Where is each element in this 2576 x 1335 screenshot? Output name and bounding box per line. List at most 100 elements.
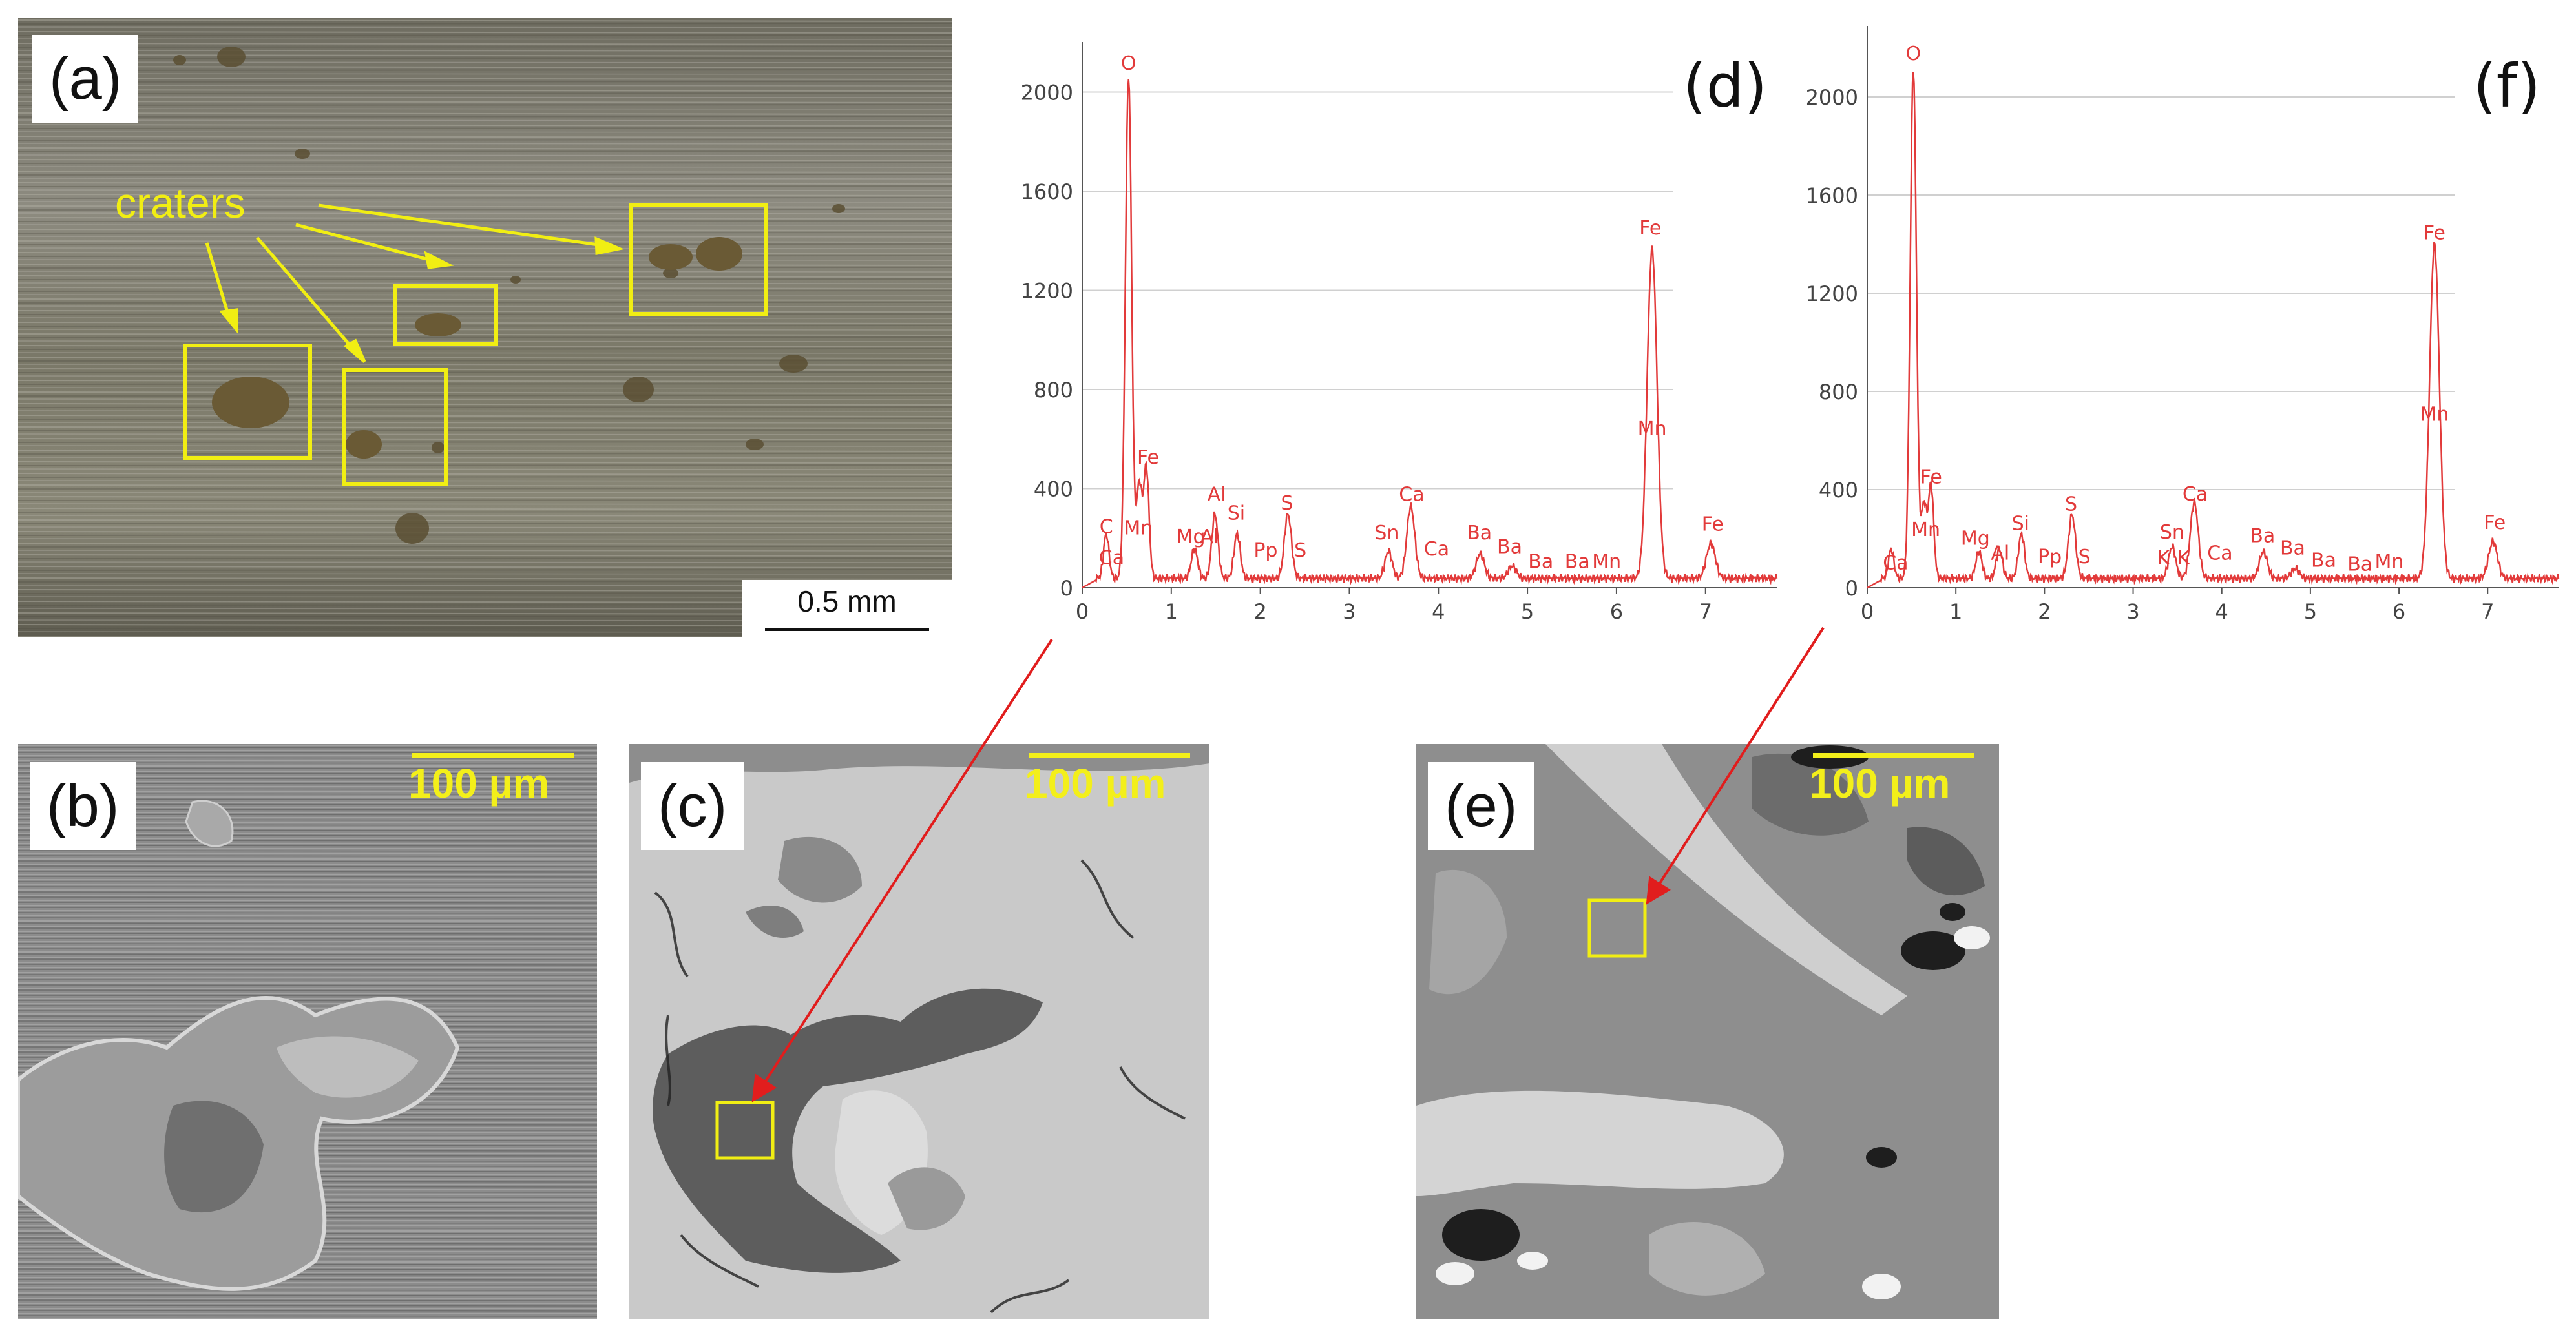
element-label-s: S xyxy=(2065,493,2077,515)
element-label-mn: Mn xyxy=(1638,418,1667,440)
element-label-mn: Mn xyxy=(2375,551,2404,574)
element-label-fe: Fe xyxy=(2424,222,2445,244)
x-tick-label: 0 xyxy=(1076,599,1089,624)
panel-e-sem-image: (e) 100 µm xyxy=(1416,744,1999,1319)
panel-b-scalebar-line xyxy=(412,753,574,758)
element-label-sn: Sn xyxy=(1374,522,1399,544)
x-tick-label: 5 xyxy=(1521,599,1534,624)
element-label-si: Si xyxy=(2012,513,2029,535)
element-label-mg: Mg xyxy=(1961,528,1990,550)
panel-label-d: (d) xyxy=(1683,52,1767,121)
x-tick-label: 7 xyxy=(1699,599,1712,624)
element-label-fe: Fe xyxy=(1639,217,1661,240)
y-tick-label: 1600 xyxy=(1806,183,1858,208)
y-tick-label: 2000 xyxy=(1806,85,1858,110)
element-label-fe: Fe xyxy=(1137,446,1159,469)
element-label-mn: Mn xyxy=(1592,550,1621,573)
element-label-pp: Pp xyxy=(1253,539,1277,562)
y-tick-label: 1200 xyxy=(1021,279,1073,304)
y-tick-label: 400 xyxy=(1034,477,1073,502)
x-tick-label: 1 xyxy=(1949,599,1962,624)
spectrum-series-line xyxy=(1082,79,1778,589)
element-label-ba: Ba xyxy=(1497,535,1522,558)
panel-a-label: (a) xyxy=(32,35,139,123)
x-tick-label: 2 xyxy=(1253,599,1266,624)
y-tick-label: 1600 xyxy=(1021,180,1073,204)
element-label-ba: Ba xyxy=(1528,550,1553,573)
element-label-mg: Mg xyxy=(1177,526,1206,548)
spectrum-series-line xyxy=(1867,72,2560,589)
panel-b-scalebar-text: 100 µm xyxy=(408,760,550,807)
element-label-al: Al xyxy=(1200,526,1219,548)
element-label-ba: Ba xyxy=(1467,522,1492,544)
panel-b-label: (b) xyxy=(30,762,136,850)
element-label-o: O xyxy=(1121,52,1136,75)
element-label-mn: Mn xyxy=(1911,519,1940,541)
element-label-si: Si xyxy=(1228,502,1245,524)
element-label-c: C xyxy=(1100,516,1113,539)
element-label-ba: Ba xyxy=(2250,525,2275,548)
element-label-ba: Ba xyxy=(2280,537,2305,560)
panel-e-scalebar-text: 100 µm xyxy=(1809,760,1951,807)
x-tick-label: 3 xyxy=(1343,599,1356,624)
element-label-s: S xyxy=(2079,546,2091,568)
x-tick-label: 2 xyxy=(2038,599,2051,624)
x-tick-label: 0 xyxy=(1861,599,1874,624)
element-label-ba: Ba xyxy=(1565,550,1590,573)
element-label-s: S xyxy=(1281,492,1293,515)
element-label-ba: Ba xyxy=(2311,550,2336,572)
element-label-fe: Fe xyxy=(1702,513,1724,536)
panel-label-f: (f) xyxy=(2473,52,2540,121)
element-label-ca: Ca xyxy=(1424,538,1449,561)
panel-a-scalebar-line xyxy=(765,628,929,631)
panel-label-box xyxy=(1673,32,1777,129)
element-label-fe: Fe xyxy=(1920,466,1942,489)
y-tick-label: 0 xyxy=(1845,576,1858,601)
panel-a-scalebar-box: 0.5 mm xyxy=(742,580,952,637)
optical-micrograph-image xyxy=(18,18,952,637)
x-tick-label: 5 xyxy=(2304,599,2317,624)
y-tick-label: 800 xyxy=(1819,380,1858,404)
x-tick-label: 3 xyxy=(2126,599,2139,624)
panel-label-box xyxy=(2455,32,2559,129)
element-label-pp: Pp xyxy=(2038,546,2062,568)
panel-c-sem-image: (c) 100 µm xyxy=(629,744,1209,1319)
panel-e-label: (e) xyxy=(1428,762,1534,850)
element-label-ca: Ca xyxy=(2183,483,2208,506)
element-label-ca: Ca xyxy=(1883,552,1908,575)
x-tick-label: 7 xyxy=(2481,599,2494,624)
element-label-mn: Mn xyxy=(2420,404,2449,426)
panel-b-sem-image: (b) 100 µm xyxy=(18,744,597,1319)
panel-a-scalebar-text: 0.5 mm xyxy=(797,585,897,618)
x-tick-label: 6 xyxy=(1610,599,1623,624)
craters-annotation: craters xyxy=(115,179,246,227)
element-label-ca: Ca xyxy=(1399,484,1424,506)
y-tick-label: 800 xyxy=(1034,378,1073,402)
panel-a-micrograph: (a) craters 0.5 mm xyxy=(18,18,952,637)
element-label-s: S xyxy=(1294,539,1306,562)
element-label-ba: Ba xyxy=(2347,553,2372,575)
element-label-k: K xyxy=(2177,547,2191,570)
element-label-ca: Ca xyxy=(2207,542,2232,564)
x-tick-label: 4 xyxy=(1432,599,1445,624)
element-label-ca: Ca xyxy=(1099,547,1124,570)
x-tick-label: 4 xyxy=(2215,599,2228,624)
y-tick-label: 400 xyxy=(1819,478,1858,502)
x-tick-label: 1 xyxy=(1165,599,1178,624)
element-label-al: Al xyxy=(1991,542,2009,564)
y-tick-label: 1200 xyxy=(1806,282,1858,306)
element-label-o: O xyxy=(1906,43,1922,65)
element-label-k: K xyxy=(2157,547,2170,570)
element-label-fe: Fe xyxy=(2484,512,2506,534)
element-label-mn: Mn xyxy=(1124,517,1153,540)
y-tick-label: 2000 xyxy=(1021,81,1073,105)
panel-c-scalebar-text: 100 µm xyxy=(1025,760,1166,807)
element-label-al: Al xyxy=(1208,484,1226,506)
panel-c-label: (c) xyxy=(641,762,744,850)
x-tick-label: 6 xyxy=(2393,599,2405,624)
eds-spectrum-f: 0 400 800 1200 1600 2000 0 1 2 3 4 5 6 7 O Ca Mn Fe Mg Al Si… xyxy=(1783,23,2565,646)
eds-spectrum-d: 0 400 800 1200 1600 2000 0 1 2 3 4 5 6 7 O C Ca Mn Fe Mg Al A… xyxy=(1008,26,1783,646)
y-tick-label: 0 xyxy=(1060,576,1073,601)
